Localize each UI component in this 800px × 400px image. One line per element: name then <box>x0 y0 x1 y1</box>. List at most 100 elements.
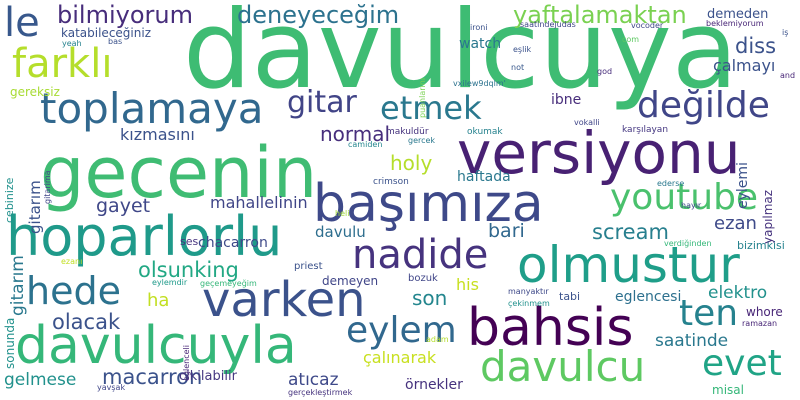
word-olsunking: olsunking <box>138 258 239 282</box>
word-davulcuya: davulcuya <box>183 0 739 113</box>
word-cekinmem: çekinmem <box>508 299 550 308</box>
word-cebinize: cebinize <box>3 177 16 223</box>
word-eylem: eylem <box>346 310 457 351</box>
word-chacarron: chacarron <box>198 235 268 251</box>
word-ezani: ezanı <box>61 257 83 266</box>
word-is: iş <box>782 28 789 37</box>
word-holy: holy <box>390 151 433 175</box>
word-basimiza: başımıza <box>313 174 544 234</box>
word-hede: hede <box>26 269 121 313</box>
word-ramazan: ramazan <box>742 319 778 328</box>
word-verdiginden: verdiğinden <box>664 239 712 248</box>
word-olacak: olacak <box>52 310 121 334</box>
word-gereksiz: gereksiz <box>10 85 60 99</box>
word-diss: diss <box>735 34 777 58</box>
word-beklemiyorum: beklemiyorum <box>706 19 764 28</box>
word-whore: whore <box>746 305 783 319</box>
word-yavsak: yavşak <box>97 383 126 392</box>
word-gecenin: gecenin <box>40 132 318 214</box>
word-ibne: ibne <box>551 92 582 108</box>
word-his: his <box>456 275 479 294</box>
word-demeden: demeden <box>707 7 769 22</box>
word-ha: ha <box>147 290 170 311</box>
word-camiden: camiden <box>348 140 383 149</box>
word-elektro: elektro <box>708 283 768 303</box>
word-puanlarini: puanlarını <box>418 77 427 118</box>
word-degilde: değilde <box>637 85 770 126</box>
word-scream: scream <box>592 220 669 244</box>
word-davulu: davulu <box>315 223 366 241</box>
word-vokalli: vokalli <box>574 118 600 127</box>
word-saatinde: saatinde <box>655 331 729 351</box>
word-ederse: ederse <box>657 179 685 188</box>
word-hayir: hayır <box>681 201 702 210</box>
word-not: not <box>511 63 525 72</box>
word-okumak: okumak <box>467 127 503 137</box>
word-saatindejudas: saatindejudas <box>520 20 576 29</box>
word-gitarim-1: gitarım <box>8 255 28 316</box>
word-god: god <box>597 67 613 76</box>
word-heli: heli <box>335 209 350 218</box>
word-deneyecegim: deneyeceğim <box>237 1 400 29</box>
word-macarron: macarron <box>102 365 203 389</box>
word-gecemeyegim: geçemeyeğim <box>200 279 257 288</box>
word-bozuk: bozuk <box>408 273 438 284</box>
word-bas: bas <box>108 37 123 46</box>
word-youtube: youtube <box>610 177 759 218</box>
word-kizmasini: kızmasını <box>120 125 195 144</box>
word-vxilew9dqlm: vxilew9dqlm' <box>453 79 506 88</box>
word-ses: ses <box>180 235 199 248</box>
word-bari: bari <box>488 220 525 242</box>
word-karsilayan: karşılayan <box>622 125 669 135</box>
word-calmayi: çalmayı <box>713 56 776 75</box>
word-misal: misal <box>712 383 744 397</box>
word-vocoder: vocoder <box>631 21 664 30</box>
word-yapilmaz: yapılmaz <box>761 189 775 244</box>
word-bizimkisi: bizimkisi <box>737 239 785 252</box>
word-farkli: farklı <box>12 41 113 87</box>
word-katabileceginiz: katabileceğiniz <box>61 26 151 40</box>
word-demeyen: demeyen <box>322 274 379 288</box>
word-yeah: yeah <box>62 39 82 48</box>
word-priest: priest <box>294 261 323 272</box>
word-eylemdir: eylemdir <box>152 278 188 287</box>
word-toplamaya: toplamaya <box>40 84 264 133</box>
word-eglenceli: eğlenceli <box>182 345 191 381</box>
word-gelmese: gelmese <box>4 370 77 390</box>
word-watch: watch <box>459 36 502 52</box>
word-sonunda: sonunda <box>3 317 17 369</box>
word-bahsis: bahsis <box>467 298 634 358</box>
word-gerceklestirmek: gerçekleştirmek <box>288 388 353 397</box>
word-ironi: ironi <box>470 23 488 32</box>
word-bilmiyorum: bilmiyorum <box>57 1 193 29</box>
word-etmek: etmek <box>380 89 482 127</box>
word-le: le <box>4 0 40 46</box>
word-tabi: tabi <box>559 290 581 303</box>
word-eslik: eşlik <box>513 45 532 54</box>
word-and: and <box>780 71 796 80</box>
word-crimson: crimson <box>373 177 409 187</box>
word-eylemi: eylemi <box>735 162 751 209</box>
word-gitarima: gitarima <box>43 170 52 204</box>
word-gitar: gitar <box>287 85 357 120</box>
word-adam: adam <box>426 335 449 344</box>
word-normal: normal <box>320 122 391 146</box>
word-varken: varken <box>202 272 366 328</box>
word-makuldur: makuldür <box>386 127 429 137</box>
word-ten: ten <box>679 293 739 334</box>
word-haftada: haftada <box>457 169 511 185</box>
word-ezan: ezan <box>714 213 757 234</box>
word-olmustur: olmustur <box>517 236 740 294</box>
word-gercek: gercek <box>408 136 436 145</box>
word-eglencesi: eglencesi <box>615 289 682 305</box>
word-son: son <box>412 286 448 310</box>
word-calinarak: çalınarak <box>363 348 437 367</box>
word-hoparlorlu: hoparlorlu <box>6 205 283 268</box>
word-evet: evet <box>702 343 782 384</box>
word-com: com <box>622 35 640 44</box>
word-davulcuyla: davulcuyla <box>15 316 297 376</box>
word-yaftalamaktan: yaftalamaktan <box>513 1 687 29</box>
word-nadide: nadide <box>352 232 489 278</box>
word-versiyonu: versiyonu <box>457 119 741 187</box>
